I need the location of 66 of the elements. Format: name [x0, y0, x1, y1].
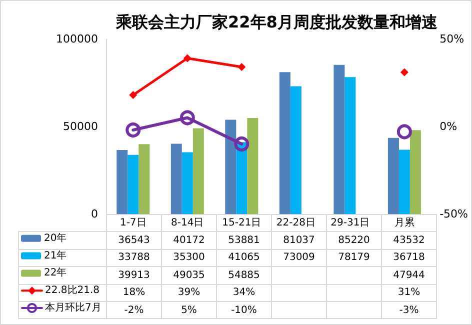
bar: [236, 142, 248, 214]
point: [126, 122, 141, 138]
point: [396, 124, 412, 140]
bar: [344, 77, 356, 214]
point: [183, 54, 192, 62]
bar: [398, 150, 410, 214]
data-label: 78179: [326, 249, 382, 267]
legend-label: 22年: [44, 266, 67, 279]
bar: [128, 154, 139, 214]
data-label: 33788: [106, 249, 162, 267]
bar: [182, 152, 193, 214]
data-label: -3%: [382, 301, 436, 319]
bar: [410, 130, 421, 214]
data-label: 5%: [162, 301, 216, 319]
data-label: 36543: [106, 232, 162, 250]
x-tick-label: 29-31日: [330, 218, 370, 228]
data-label: 41065: [216, 249, 272, 267]
data-label: 34%: [216, 284, 272, 302]
data-label: 49035: [162, 266, 216, 284]
y2-tick-label: 50%: [440, 32, 464, 46]
x-tick-label: 15-21日: [222, 218, 262, 228]
y-tick-label: 50000: [63, 120, 98, 133]
data-label: 36718: [382, 249, 436, 267]
data-label: 54885: [216, 266, 272, 284]
bar: [290, 86, 302, 214]
bar: [116, 150, 128, 214]
data-label: 73009: [272, 249, 326, 267]
point: [180, 110, 195, 126]
data-label: 85220: [326, 232, 382, 250]
data-label: 47944: [382, 266, 436, 284]
data-label: 40172: [162, 232, 216, 250]
point: [238, 63, 246, 71]
x-tick-label: 22-28日: [276, 218, 316, 228]
x-tick-label: 8-14日: [171, 218, 204, 228]
y-tick-label: 0: [91, 208, 98, 220]
legend-label: 20年: [44, 232, 67, 244]
x-tick-label: 1-7日: [120, 218, 146, 228]
chart-title: 乘联会主力厂家22年8月周度批发数量和增速: [115, 12, 438, 32]
bar: [279, 72, 290, 214]
data-label: 18%: [106, 284, 162, 302]
legend-label: 21年: [44, 249, 67, 262]
bar: [138, 144, 150, 214]
data-label: 43532: [382, 232, 436, 250]
data-label: 39%: [162, 284, 216, 302]
point: [234, 136, 250, 152]
point: [400, 68, 408, 76]
bar: [334, 64, 345, 214]
data-label: -10%: [216, 301, 272, 319]
data-label: 53881: [216, 232, 272, 250]
legend-label: 22.8比21.8: [45, 284, 100, 296]
bar: [388, 138, 399, 214]
data-label: 35300: [162, 249, 216, 267]
bar: [225, 120, 236, 214]
y2-tick-label: -50%: [440, 208, 468, 220]
data-label: 81037: [272, 232, 326, 250]
legend-label: 本月环比7月: [45, 302, 102, 314]
data-label: 31%: [382, 284, 436, 302]
data-label: -2%: [106, 301, 162, 319]
y2-tick-label: 0%: [440, 120, 458, 133]
bar: [170, 144, 182, 214]
bar: [192, 128, 204, 214]
point: [129, 91, 138, 99]
bar: [247, 118, 258, 214]
x-tick-label: 月累: [394, 218, 414, 228]
y-tick-label: 100000: [56, 32, 98, 46]
data-label: 39913: [106, 266, 162, 284]
